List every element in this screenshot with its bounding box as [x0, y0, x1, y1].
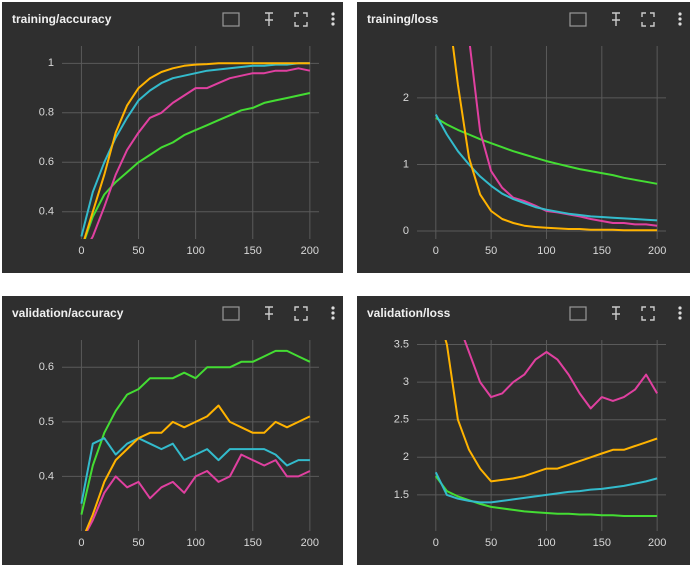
- menu-button-dot[interactable]: [678, 316, 682, 320]
- menu-button-dot[interactable]: [331, 12, 335, 16]
- menu-button-dot[interactable]: [678, 22, 682, 26]
- x-tick-label: 100: [186, 537, 204, 549]
- x-tick-label: 200: [648, 245, 666, 257]
- plot-area: [434, 340, 658, 517]
- fit-domain-button[interactable]: [222, 12, 240, 27]
- chart-panel: validation/accuracy 0.4 0.5 0.6 0 50 100 150 200: [2, 296, 343, 565]
- x-tick-label: 100: [186, 245, 204, 257]
- panel-background: [357, 2, 690, 273]
- fit-domain-button[interactable]: [222, 306, 240, 321]
- series-line: [80, 349, 311, 515]
- y-tick-label: 0.6: [39, 156, 54, 168]
- y-tick-label: 0.8: [39, 107, 54, 119]
- series-line: [463, 340, 658, 410]
- fullscreen-button[interactable]: [294, 12, 308, 27]
- x-tick-label: 150: [244, 537, 262, 549]
- chart-panel: validation/loss 1.5 2 2.5 3 3.5 0 50 100 150 200: [357, 296, 690, 565]
- series-line: [435, 117, 658, 185]
- chart-title: validation/loss: [367, 306, 451, 320]
- x-tick-label: 50: [132, 537, 144, 549]
- series-line: [80, 62, 310, 237]
- menu-button-dot[interactable]: [331, 316, 335, 320]
- x-tick-label: 200: [301, 537, 319, 549]
- plot-area: [80, 349, 311, 531]
- series-line: [85, 453, 311, 531]
- y-tick-label: 0.5: [39, 416, 54, 428]
- fit-domain-button[interactable]: [569, 306, 587, 321]
- x-tick-label: 200: [648, 537, 666, 549]
- series-line: [90, 67, 311, 239]
- x-tick-label: 0: [78, 537, 84, 549]
- x-tick-label: 100: [537, 245, 555, 257]
- fullscreen-button[interactable]: [641, 12, 655, 27]
- fit-domain-button[interactable]: [569, 12, 587, 27]
- series-line: [444, 340, 658, 483]
- series-line: [468, 46, 658, 227]
- y-tick-label: 1: [48, 57, 54, 69]
- x-tick-label: 100: [537, 537, 555, 549]
- chart-panel: training/accuracy 0.4 0.6 0.8 1 0 50 100 150 200: [2, 2, 343, 273]
- menu-button-dot[interactable]: [331, 17, 335, 21]
- y-tick-label: 0.4: [39, 470, 54, 482]
- plot-area: [80, 62, 311, 239]
- panel-background: [2, 2, 343, 273]
- menu-button-dot[interactable]: [331, 311, 335, 315]
- pin-button[interactable]: [265, 12, 273, 26]
- x-tick-label: 150: [593, 537, 611, 549]
- y-tick-label: 1.5: [394, 489, 409, 501]
- panel-background: [357, 296, 690, 565]
- series-line: [84, 404, 311, 531]
- series-line: [434, 471, 658, 504]
- chart-panel: training/loss 0 1 2 0 50 100 150 200: [357, 2, 690, 273]
- pin-button[interactable]: [612, 12, 620, 26]
- panel-background: [2, 296, 343, 565]
- x-tick-label: 150: [244, 245, 262, 257]
- y-tick-label: 0.6: [39, 361, 54, 373]
- menu-button-dot[interactable]: [678, 17, 682, 21]
- y-tick-label: 1: [403, 158, 409, 170]
- menu-button-dot[interactable]: [678, 12, 682, 16]
- y-tick-label: 2: [403, 92, 409, 104]
- x-tick-label: 50: [485, 537, 497, 549]
- pin-button[interactable]: [612, 306, 620, 320]
- fullscreen-button[interactable]: [641, 306, 655, 321]
- chart-title: training/loss: [367, 12, 439, 26]
- y-tick-label: 0.4: [39, 206, 54, 218]
- x-tick-label: 50: [132, 245, 144, 257]
- y-tick-label: 2.5: [394, 414, 409, 426]
- chart-title: validation/accuracy: [12, 306, 124, 320]
- y-tick-label: 3.5: [394, 338, 409, 350]
- pin-button[interactable]: [265, 306, 273, 320]
- series-line: [83, 62, 310, 239]
- menu-button-dot[interactable]: [678, 306, 682, 310]
- y-tick-label: 2: [403, 451, 409, 463]
- series-line: [451, 46, 658, 232]
- x-tick-label: 0: [433, 537, 439, 549]
- menu-button-dot[interactable]: [678, 311, 682, 315]
- series-line: [80, 437, 310, 504]
- fullscreen-button[interactable]: [294, 306, 308, 321]
- x-tick-label: 50: [485, 245, 497, 257]
- menu-button-dot[interactable]: [331, 22, 335, 26]
- menu-button-dot[interactable]: [331, 306, 335, 310]
- series-line: [83, 92, 311, 239]
- y-tick-label: 0: [403, 225, 409, 237]
- chart-title: training/accuracy: [12, 12, 112, 26]
- x-tick-label: 0: [78, 245, 84, 257]
- plot-area: [434, 46, 658, 232]
- x-tick-label: 0: [433, 245, 439, 257]
- x-tick-label: 150: [593, 245, 611, 257]
- x-tick-label: 200: [301, 245, 319, 257]
- y-tick-label: 3: [403, 376, 409, 388]
